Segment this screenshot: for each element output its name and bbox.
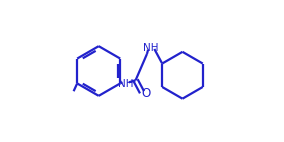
Text: NH: NH (118, 80, 133, 89)
Text: O: O (141, 86, 150, 100)
Text: NH: NH (143, 43, 159, 53)
